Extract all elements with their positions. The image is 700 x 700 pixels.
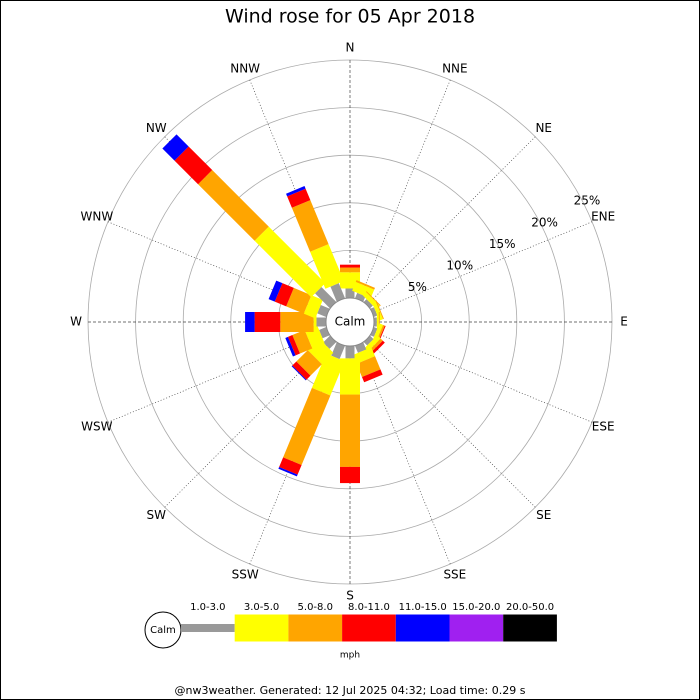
bar-segment [245,312,255,332]
spoke [372,221,593,314]
direction-label: NNW [230,61,260,75]
bar-segment [292,329,313,354]
bar-segment [355,280,375,290]
bar-segment [291,365,307,381]
bar-segment [345,288,355,298]
bar-segment [254,312,281,332]
chart-title: Wind rose for 05 Apr 2018 [225,6,475,28]
bar-segment [355,292,366,302]
spoke [366,136,536,306]
footer: @nw3weather. Generated: 12 Jul 2025 04:3… [175,684,526,697]
direction-label: SSE [443,568,466,582]
bar-segment [363,299,373,309]
spoke [372,330,593,423]
bar-segment [283,387,331,465]
bar-segment [340,358,360,395]
bar-segment [375,300,384,320]
bar-segment [370,327,378,337]
bar-segment [162,134,189,161]
legend-label: 5.0-8.0 [298,602,333,613]
direction-label: WSW [81,419,112,433]
direction-label: ESE [592,419,615,433]
bar-segment [340,264,360,268]
r-tick-label: 20% [531,215,558,229]
legend-swatch [288,614,343,642]
direction-label: SSW [232,568,259,582]
direction-label: NE [535,121,552,135]
legend-label: 15.0-20.0 [452,602,500,613]
legend-swatch [449,614,504,642]
direction-label: NW [146,121,167,135]
bar-segment [374,317,377,327]
legend-label: 8.0-11.0 [348,602,390,613]
legend-swatch [342,614,396,642]
spoke [358,79,451,300]
bar-segment [274,283,294,307]
bar-segment [356,356,381,378]
legend-unit: mph [340,651,360,661]
bar-segment [279,457,302,475]
direction-label: NNE [442,61,468,75]
legend-label: 20.0-50.0 [506,602,554,613]
direction-label: E [620,315,628,329]
direction-label: WNW [80,210,113,224]
calm-label: Calm [335,315,366,329]
bar-segment [280,312,314,332]
bar-segment [278,466,298,477]
bar-segment [310,244,344,289]
spoke [358,344,451,565]
r-tick-label: 25% [574,194,601,208]
legend-label: 3.0-5.0 [244,602,279,613]
r-tick-label: 15% [489,237,516,251]
bar-segment [316,317,326,327]
bar-segment [291,200,329,252]
r-tick-label: 5% [408,280,427,294]
bar-segment [286,186,306,197]
calm-circle [325,297,375,347]
direction-label: ENE [591,210,615,224]
legend-swatch [503,614,557,642]
legend-label: 11.0-15.0 [399,602,447,613]
bar-segment [361,369,383,383]
legend-swatch [181,624,235,632]
legend-swatch [234,614,289,642]
bar-segment [296,350,322,376]
legend-swatch [395,614,450,642]
bar-segment [286,287,312,314]
bar-segment [287,188,311,208]
bar-segment [254,226,326,298]
spoke [366,338,536,508]
bar-segment [340,394,360,467]
bar-segment [285,336,296,357]
r-tick-label: 10% [446,259,473,273]
bar-segment [303,295,323,319]
bar-segment [363,335,374,346]
bar-segment [287,335,300,356]
bar-segment [174,146,213,185]
direction-label: N [346,41,355,55]
direction-label: SE [536,508,551,522]
bar-segment [371,300,384,321]
bar-segment [331,342,345,360]
bar-segment [363,335,381,353]
bar-segment [340,267,360,273]
legend-calm-label: Calm [150,625,176,636]
bar-segment [292,361,311,380]
bar-segment [340,466,360,484]
direction-label: W [70,315,82,329]
legend-label: 1.0-3.0 [190,602,225,613]
bar-segment [317,305,330,317]
bar-segment [315,287,337,309]
bar-segment [345,346,355,359]
bar-segment [330,283,345,302]
bar-segment [370,307,378,317]
bar-segment [198,170,269,241]
bar-segment [268,280,283,302]
direction-label: SW [147,508,167,522]
bar-segment [311,353,345,396]
direction-label: S [346,589,354,603]
